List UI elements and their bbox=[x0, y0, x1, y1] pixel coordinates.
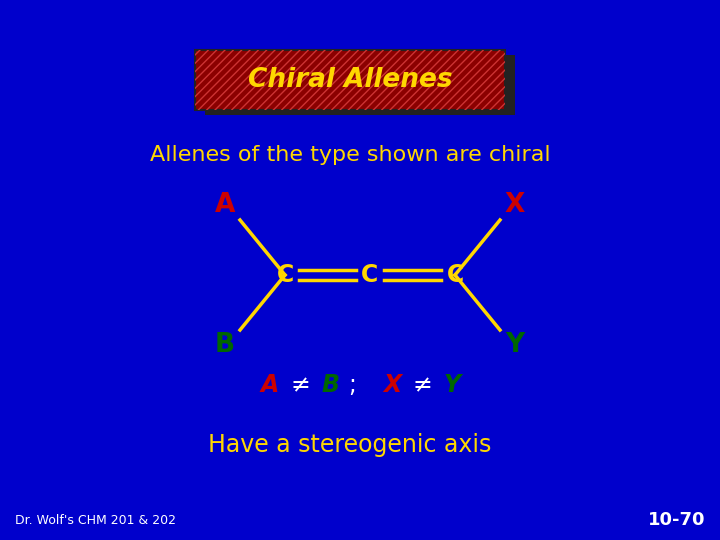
Text: ≠: ≠ bbox=[290, 373, 310, 397]
Text: C: C bbox=[361, 263, 379, 287]
Bar bbox=[195, 50, 505, 110]
Text: Have a stereogenic axis: Have a stereogenic axis bbox=[208, 433, 492, 457]
Text: Y: Y bbox=[444, 373, 461, 397]
Bar bbox=[195, 50, 505, 110]
Text: X: X bbox=[383, 373, 401, 397]
Text: Chiral Allenes: Chiral Allenes bbox=[248, 67, 452, 93]
Text: X: X bbox=[505, 192, 525, 218]
Text: 10-70: 10-70 bbox=[647, 511, 705, 529]
Bar bbox=[205, 55, 515, 115]
Text: Dr. Wolf's CHM 201 & 202: Dr. Wolf's CHM 201 & 202 bbox=[15, 514, 176, 526]
Text: C: C bbox=[276, 263, 294, 287]
Text: Allenes of the type shown are chiral: Allenes of the type shown are chiral bbox=[150, 145, 550, 165]
Text: ;: ; bbox=[348, 373, 356, 397]
Text: C: C bbox=[446, 263, 464, 287]
Text: B: B bbox=[215, 332, 235, 358]
Text: Y: Y bbox=[505, 332, 525, 358]
Text: A: A bbox=[261, 373, 279, 397]
Text: ≠: ≠ bbox=[412, 373, 432, 397]
Text: B: B bbox=[321, 373, 339, 397]
Text: A: A bbox=[215, 192, 235, 218]
